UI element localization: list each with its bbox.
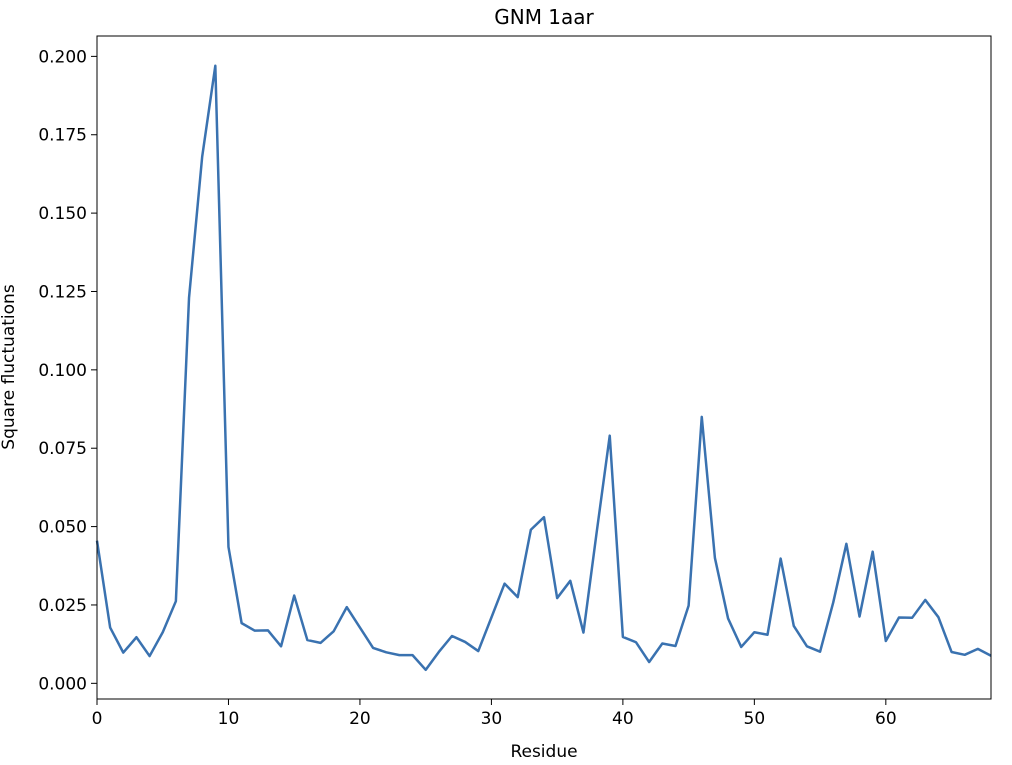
x-tick-label: 60: [875, 709, 897, 729]
x-tick-label: 50: [744, 709, 766, 729]
plot-frame: [96, 35, 992, 700]
y-tick-label: 0.000: [38, 674, 87, 694]
x-tick-label: 0: [92, 709, 103, 729]
x-tick-label: 40: [612, 709, 634, 729]
y-tick-label: 0.025: [38, 596, 87, 616]
chart-title: GNM 1aar: [494, 5, 594, 29]
series-line: [95, 64, 992, 672]
x-axis: 0 10 20 30 40 50 60: [92, 699, 897, 729]
y-tick-label: 0.175: [38, 126, 87, 146]
y-tick-label: 0.050: [38, 518, 87, 538]
x-tick-label: 30: [481, 709, 503, 729]
y-tick-label: 0.200: [38, 47, 87, 67]
plot-area: [95, 64, 992, 672]
y-axis-label: Square fluctuations: [0, 284, 19, 450]
x-axis-label: Residue: [510, 742, 577, 762]
x-tick-label: 20: [349, 709, 371, 729]
y-axis: 0.000 0.025 0.050 0.075 0.100 0.125 0.150 0.175…: [38, 47, 97, 694]
y-tick-label: 0.100: [38, 361, 87, 381]
y-tick-label: 0.075: [38, 439, 87, 459]
x-tick-label: 10: [218, 709, 240, 729]
y-tick-label: 0.150: [38, 204, 87, 224]
y-tick-label: 0.125: [38, 282, 87, 302]
